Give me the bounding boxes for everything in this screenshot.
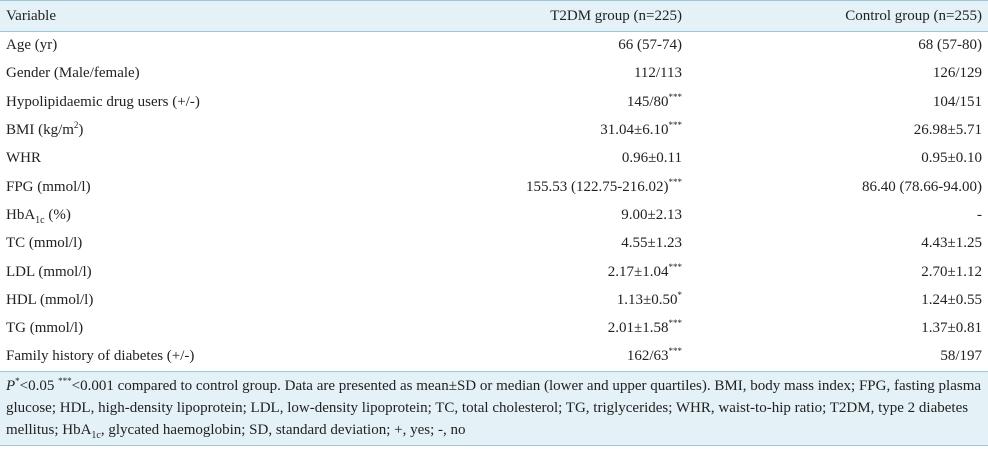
cell-control: - (977, 206, 982, 223)
variable-label: LDL (mmol/l) (6, 263, 92, 280)
variable-label-suffix: ) (78, 122, 84, 139)
footnote-hba-sub: 1c (91, 429, 101, 441)
t2dm-value: 2.01±1.58 (607, 320, 669, 337)
cell-variable: LDL (mmol/l) (0, 258, 380, 286)
cell-variable: Hypolipidaemic drug users (+/-) (0, 88, 380, 116)
cell-t2dm: 155.53 (122.75-216.02)*** (380, 173, 688, 201)
footnote-p-label: P (6, 377, 16, 394)
cell-control: 86.40 (78.66-94.00) (862, 178, 982, 195)
table-footnote: P*<0.05 ***<0.001 compared to control gr… (0, 371, 988, 446)
table-body: Age (yr) 66 (57-74) 68 (57-80) Gender (Male… (0, 32, 988, 372)
cell-t2dm: 1.13±0.50* (380, 286, 688, 314)
variable-label: FPG (mmol/l) (6, 178, 91, 195)
cell-control: 126/129 (932, 65, 982, 82)
footnote-sig2-sup: *** (58, 375, 72, 386)
table-header: Variable T2DM group (n=225) Control grou… (0, 0, 988, 32)
table-row: FPG (mmol/l) 155.53 (122.75-216.02)*** 86.… (0, 173, 988, 201)
footnote-text1: <0.001 compared to control group. Data a… (6, 377, 982, 438)
header-row: Variable T2DM group (n=225) Control grou… (0, 0, 988, 32)
significance-marker: *** (668, 91, 683, 102)
column-header-control: Control group (n=255) (688, 0, 988, 32)
cell-variable: HDL (mmol/l) (0, 286, 380, 314)
table-row: Family history of diabetes (+/-) 162/63**… (0, 342, 988, 372)
cell-control: 0.95±0.10 (921, 150, 982, 167)
t2dm-value: 9.00±2.13 (621, 206, 682, 223)
variable-label: Gender (Male/female) (6, 65, 140, 82)
variable-subscript: 1c (35, 214, 45, 226)
t2dm-value: 112/113 (633, 65, 682, 82)
cell-t2dm: 66 (57-74) (380, 32, 688, 60)
column-header-t2dm: T2DM group (n=225) (380, 0, 688, 32)
t2dm-value: 0.96±0.11 (621, 150, 682, 167)
variable-label: BMI (kg/m (6, 122, 74, 139)
cell-variable: BMI (kg/m2) (0, 116, 380, 144)
table-row: Hypolipidaemic drug users (+/-) 145/80***… (0, 88, 988, 116)
t2dm-value: 162/63 (626, 348, 669, 365)
cell-variable: TG (mmol/l) (0, 314, 380, 342)
table-row: BMI (kg/m2) 31.04±6.10*** 26.98±5.71 (0, 116, 988, 144)
significance-marker: *** (668, 120, 683, 131)
table-row: HDL (mmol/l) 1.13±0.50* 1.24±0.55 (0, 286, 988, 314)
cell-t2dm: 2.01±1.58*** (380, 314, 688, 342)
t2dm-value: 145/80 (626, 93, 669, 110)
variable-label: TC (mmol/l) (6, 235, 83, 252)
table-row: TG (mmol/l) 2.01±1.58*** 1.37±0.81 (0, 314, 988, 342)
cell-t2dm: 4.55±1.23 (380, 230, 688, 258)
t2dm-value: 66 (57-74) (618, 37, 682, 54)
cell-t2dm: 145/80*** (380, 88, 688, 116)
cell-variable: TC (mmol/l) (0, 230, 380, 258)
footnote-sig1: <0.05 (19, 377, 59, 394)
cell-control: 1.37±0.81 (921, 320, 982, 337)
cell-control: 68 (57-80) (918, 37, 982, 54)
cell-control: 2.70±1.12 (921, 263, 982, 280)
cell-t2dm: 9.00±2.13 (380, 201, 688, 229)
variable-label-suffix: (%) (44, 206, 71, 223)
cell-t2dm: 2.17±1.04*** (380, 258, 688, 286)
variable-superscript: 2 (73, 120, 79, 131)
cell-variable: FPG (mmol/l) (0, 173, 380, 201)
variable-label: HbA (6, 206, 36, 223)
cell-t2dm: 31.04±6.10*** (380, 116, 688, 144)
significance-marker: * (677, 289, 683, 300)
footnote-text2: , glycated haemoglobin; SD, standard dev… (100, 421, 466, 438)
cell-t2dm: 162/63*** (380, 342, 688, 372)
cell-control: 26.98±5.71 (913, 122, 982, 139)
cell-control: 1.24±0.55 (921, 291, 982, 308)
cell-t2dm: 0.96±0.11 (380, 145, 688, 173)
cell-control: 4.43±1.25 (921, 235, 982, 252)
table-row: Age (yr) 66 (57-74) 68 (57-80) (0, 32, 988, 60)
t2dm-value: 4.55±1.23 (621, 235, 682, 252)
table-row: LDL (mmol/l) 2.17±1.04*** 2.70±1.12 (0, 258, 988, 286)
table-row: WHR 0.96±0.11 0.95±0.10 (0, 145, 988, 173)
significance-marker: *** (668, 318, 683, 329)
significance-marker: *** (668, 346, 683, 357)
cell-variable: Gender (Male/female) (0, 60, 380, 88)
table-row: Gender (Male/female) 112/113 126/129 (0, 60, 988, 88)
cell-control: 58/197 (688, 342, 988, 372)
table-row: HbA1c (%) 9.00±2.13 - (0, 201, 988, 229)
significance-marker: *** (668, 261, 683, 272)
t2dm-value: 1.13±0.50 (616, 291, 678, 308)
variable-label: HDL (mmol/l) (6, 291, 94, 308)
cell-variable: WHR (0, 145, 380, 173)
footnote-p-sup: * (15, 375, 20, 386)
variable-label: WHR (6, 150, 41, 167)
table-row: TC (mmol/l) 4.55±1.23 4.43±1.25 (0, 230, 988, 258)
t2dm-value: 31.04±6.10 (600, 122, 669, 139)
variable-label: TG (mmol/l) (6, 320, 84, 337)
cell-variable: Age (yr) (0, 32, 380, 60)
variable-label: Age (yr) (6, 37, 58, 54)
cell-variable: HbA1c (%) (0, 201, 380, 229)
cell-t2dm: 112/113 (380, 60, 688, 88)
table-figure: Variable T2DM group (n=225) Control grou… (0, 0, 988, 446)
data-table: Variable T2DM group (n=225) Control grou… (0, 0, 988, 372)
variable-label: Family history of diabetes (+/-) (6, 348, 195, 365)
variable-label: Hypolipidaemic drug users (+/-) (6, 93, 200, 110)
t2dm-value: 2.17±1.04 (607, 263, 669, 280)
cell-variable: Family history of diabetes (+/-) (0, 342, 380, 372)
t2dm-value: 155.53 (122.75-216.02) (526, 178, 669, 195)
significance-marker: *** (668, 176, 683, 187)
column-header-variable: Variable (0, 0, 380, 32)
cell-control: 104/151 (932, 93, 982, 110)
